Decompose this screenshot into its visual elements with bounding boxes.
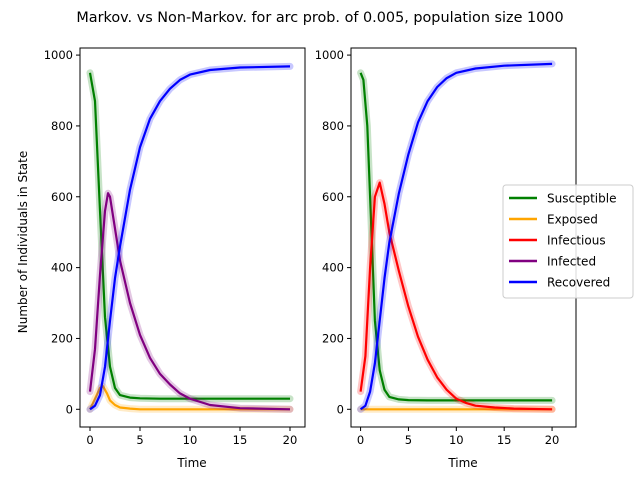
left-y-tick-label: 1000 bbox=[44, 48, 73, 62]
right-y-tick-label: 800 bbox=[322, 119, 344, 133]
left-y-axis-label: Number of Individuals in State bbox=[16, 151, 30, 333]
legend-label-exposed: Exposed bbox=[547, 213, 598, 227]
right-y-tick-label: 200 bbox=[322, 331, 344, 345]
undefined-series-band-recovered bbox=[86, 62, 294, 413]
left-series-line-recovered bbox=[89, 65, 291, 411]
legend-box bbox=[502, 184, 634, 299]
right-y-tick-label: 0 bbox=[337, 402, 344, 416]
left-y-tick-label: 800 bbox=[51, 119, 73, 133]
legend-label-recovered: Recovered bbox=[547, 276, 610, 290]
right-series-line-recovered bbox=[359, 62, 553, 411]
legend-label-susceptible: Susceptible bbox=[547, 192, 616, 206]
figure-title: Markov. vs Non-Markov. for arc prob. of … bbox=[76, 10, 563, 26]
left-y-tick-label: 400 bbox=[51, 261, 73, 275]
right-y-tick-label: 400 bbox=[322, 261, 344, 275]
legend: Susceptible Exposed Infectious Infected Reco… bbox=[502, 184, 634, 299]
left-x-axis-label: Time bbox=[176, 456, 206, 470]
right-series-line-infectious bbox=[359, 181, 553, 411]
right-x-tick-label: 0 bbox=[357, 433, 364, 447]
legend-label-infected: Infected bbox=[547, 255, 596, 269]
left-axes-frame bbox=[79, 47, 306, 428]
left-x-tick-label: 5 bbox=[136, 433, 143, 447]
right-x-tick-label: 10 bbox=[449, 433, 464, 447]
right-x-axis-label: Time bbox=[447, 456, 477, 470]
left-series-line-infected bbox=[88, 192, 291, 411]
right-x-tick-label: 15 bbox=[497, 433, 512, 447]
legend-label-infectious: Infectious bbox=[547, 234, 606, 248]
undefined-series-band-infected bbox=[86, 189, 294, 413]
left-y-tick-label: 200 bbox=[51, 331, 73, 345]
left-x-tick-label: 10 bbox=[183, 433, 198, 447]
left-x-tick-label: 0 bbox=[86, 433, 93, 447]
right-series-line-susceptible bbox=[359, 72, 553, 402]
right-x-tick-label: 20 bbox=[545, 433, 560, 447]
right-x-tick-label: 5 bbox=[405, 433, 412, 447]
left-x-tick-label: 15 bbox=[233, 433, 248, 447]
left-series-line-exposed bbox=[89, 385, 290, 411]
right-y-tick-label: 600 bbox=[322, 190, 344, 204]
left-x-tick-label: 20 bbox=[283, 433, 298, 447]
right-y-tick-label: 1000 bbox=[315, 48, 344, 62]
left-y-tick-label: 600 bbox=[51, 190, 73, 204]
left-y-tick-label: 0 bbox=[66, 402, 73, 416]
